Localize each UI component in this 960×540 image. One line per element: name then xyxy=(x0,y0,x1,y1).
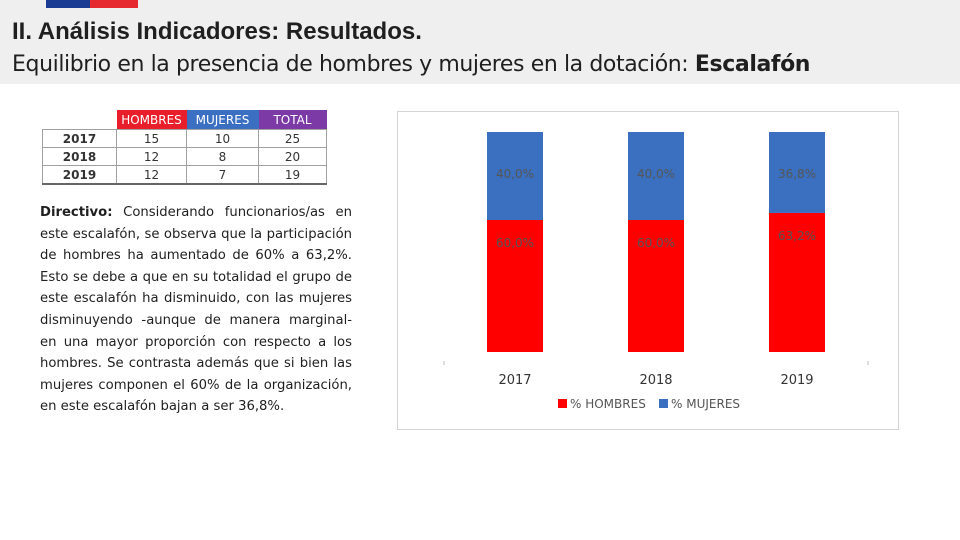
header-total: TOTAL xyxy=(258,110,327,130)
chart-svg: 60,0% 40,0% 2017 60,0% 40,0% 2018 63,2% 36,8% 20… xyxy=(443,132,869,411)
data-label-hombres: 60,0% xyxy=(637,236,675,250)
page-title: II. Análisis Indicadores: Resultados. xyxy=(12,18,422,45)
bar-hombres xyxy=(628,220,684,352)
page-subtitle: Equilibrio en la presencia de hombres y … xyxy=(12,52,810,77)
legend-label-hombres: % HOMBRES xyxy=(570,397,646,411)
cell-hombres: 12 xyxy=(116,147,187,166)
cell-mujeres: 10 xyxy=(186,129,259,148)
bar-hombres xyxy=(769,212,825,352)
cell-mujeres: 7 xyxy=(186,165,259,185)
bar-mujeres xyxy=(769,132,825,213)
data-label-mujeres: 40,0% xyxy=(496,167,534,181)
legend-swatch-hombres xyxy=(558,399,567,408)
paragraph-body: Considerando funcionarios/as en este esc… xyxy=(40,205,352,415)
table-row: 2019 12 7 19 xyxy=(42,165,327,185)
x-tick-label: 2019 xyxy=(780,373,813,388)
stacked-bar-chart: 60,0% 40,0% 2017 60,0% 40,0% 2018 63,2% 36,8% 20… xyxy=(397,111,899,430)
data-label-hombres: 63,2% xyxy=(778,229,816,243)
subtitle-strong: Escalafón xyxy=(694,52,811,77)
header-mujeres: MUJERES xyxy=(186,110,259,130)
subtitle-text: Equilibrio en la presencia de hombres y … xyxy=(12,52,689,77)
bar-hombres xyxy=(487,220,543,352)
bar-mujeres xyxy=(487,132,543,220)
row-year: 2017 xyxy=(42,129,117,148)
data-label-hombres: 60,0% xyxy=(496,236,534,250)
row-year: 2018 xyxy=(42,147,117,166)
cell-mujeres: 8 xyxy=(186,147,259,166)
x-tick-label: 2017 xyxy=(498,373,531,388)
table-row: 2017 15 10 25 xyxy=(42,129,327,148)
flag-stripe-blue xyxy=(46,0,90,8)
cell-hombres: 12 xyxy=(116,165,187,185)
cell-hombres: 15 xyxy=(116,129,187,148)
flag-stripe-red xyxy=(90,0,138,8)
cell-total: 25 xyxy=(258,129,327,148)
x-tick-label: 2018 xyxy=(639,373,672,388)
paragraph-label: Directivo: xyxy=(40,205,113,220)
cell-total: 19 xyxy=(258,165,327,185)
table-corner xyxy=(43,110,117,130)
cell-total: 20 xyxy=(258,147,327,166)
bar-mujeres xyxy=(628,132,684,220)
analysis-paragraph: Directivo: Considerando funcionarios/as … xyxy=(40,202,352,418)
header-hombres: HOMBRES xyxy=(116,110,187,130)
data-label-mujeres: 36,8% xyxy=(778,167,816,181)
legend-label-mujeres: % MUJERES xyxy=(671,397,740,411)
table-row: 2018 12 8 20 xyxy=(42,147,327,166)
legend-swatch-mujeres xyxy=(659,399,668,408)
data-label-mujeres: 40,0% xyxy=(637,167,675,181)
row-year: 2019 xyxy=(42,165,117,185)
summary-table: HOMBRES MUJERES TOTAL 2017 15 10 25 2018… xyxy=(42,110,327,185)
title-bar: II. Análisis Indicadores: Resultados. Eq… xyxy=(0,0,960,84)
